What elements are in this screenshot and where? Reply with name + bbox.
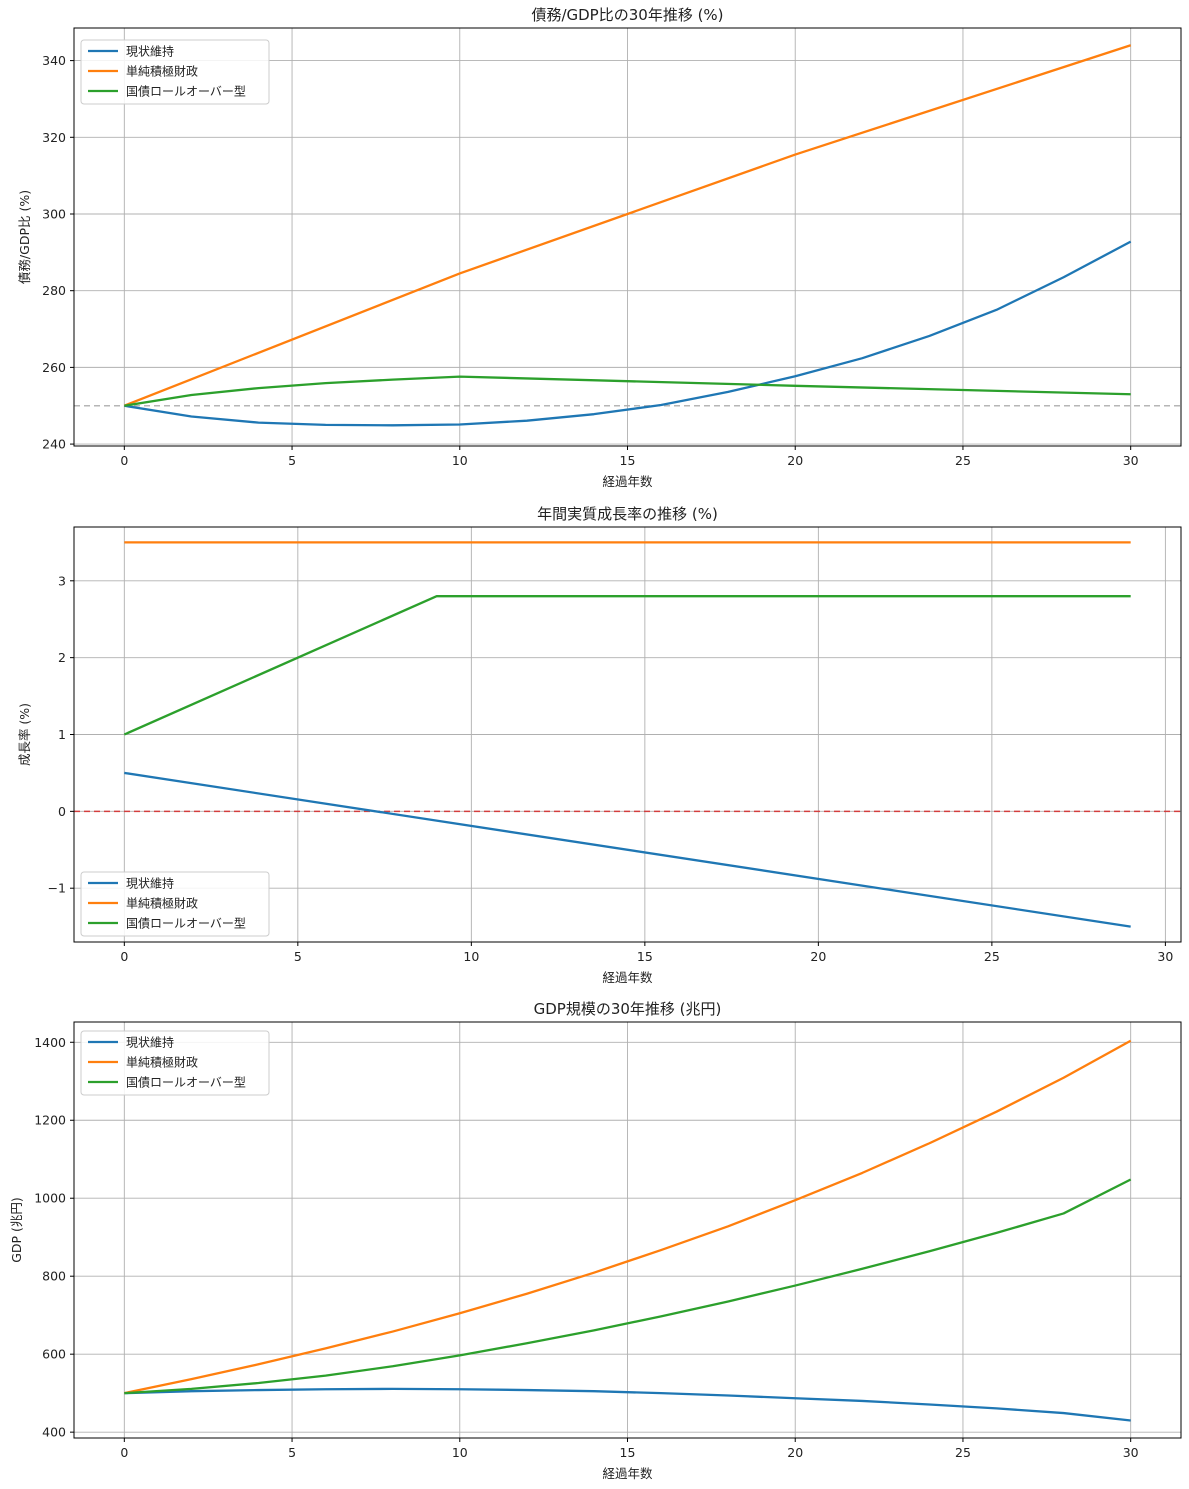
chart-title: 年間実質成長率の推移 (%) [537, 505, 718, 523]
x-tick-label: 10 [463, 949, 479, 964]
y-tick-label: 280 [42, 283, 66, 298]
x-tick-label: 15 [620, 1445, 636, 1460]
x-tick-label: 0 [120, 1445, 128, 1460]
x-axis-label: 経過年数 [602, 1466, 653, 1481]
y-tick-label: 600 [42, 1347, 66, 1362]
legend-entry-3: 国債ロールオーバー型 [126, 916, 246, 931]
legend-entry-1: 現状維持 [126, 44, 174, 59]
y-tick-label: 240 [42, 437, 66, 452]
series-line-2 [123, 44, 1132, 407]
chart-title: 債務/GDP比の30年推移 (%) [531, 6, 723, 24]
series-line-2 [124, 1039, 1132, 1395]
y-axis-label: 成長率 (%) [17, 703, 32, 766]
y-tick-label: 3 [58, 573, 66, 588]
y-tick-label: 0 [58, 804, 66, 819]
legend-box [80, 39, 270, 105]
series-line-3 [123, 595, 1131, 736]
x-tick-label: 5 [294, 949, 302, 964]
legend-entry-2: 単純積極財政 [126, 64, 198, 79]
y-tick-label: 1 [58, 727, 66, 742]
legend-entry-2: 単純積極財政 [126, 896, 198, 911]
chart-panel-3: 0 5 10 15 20 25 30 400 600 800 1000 1200 1400 GDP規模の3… [9, 1000, 1182, 1481]
x-tick-label: 20 [787, 453, 803, 468]
chart-panel-1: 0 5 10 15 20 25 30 240 260 280 300 320 340 債務/GDP比の30… [17, 6, 1182, 489]
x-tick-label: 0 [120, 949, 128, 964]
chart-panel-2: 0 5 10 15 20 25 30 −1 0 1 2 3 年間実質成長率の推移 (%) 経過年数 成長率 … [17, 505, 1182, 985]
y-tick-label: 2 [58, 650, 66, 665]
legend-entry-1: 現状維持 [126, 1035, 174, 1050]
y-tick-label: 320 [42, 130, 66, 145]
legend-box [80, 1030, 270, 1096]
x-axis-label: 経過年数 [602, 970, 653, 985]
y-tick-label: 260 [42, 360, 66, 375]
x-tick-label: 25 [955, 453, 971, 468]
x-tick-label: 0 [120, 453, 128, 468]
y-tick-label: 400 [42, 1425, 66, 1440]
legend-box [80, 871, 270, 937]
x-tick-label: 25 [955, 1445, 971, 1460]
x-tick-label: 30 [1157, 949, 1173, 964]
series-line-1 [124, 240, 1132, 427]
y-tick-label: 1400 [34, 1035, 66, 1050]
x-tick-label: 30 [1123, 1445, 1139, 1460]
y-tick-label: 800 [42, 1269, 66, 1284]
x-tick-label: 5 [288, 453, 296, 468]
y-axis-label: 債務/GDP比 (%) [17, 190, 32, 284]
x-tick-label: 5 [288, 1445, 296, 1460]
series-line-3 [124, 1178, 1132, 1395]
x-axis-label: 経過年数 [602, 474, 653, 489]
y-tick-label: −1 [48, 881, 66, 896]
x-tick-label: 15 [620, 453, 636, 468]
y-tick-label: 300 [42, 206, 66, 221]
x-tick-label: 30 [1123, 453, 1139, 468]
x-tick-label: 25 [984, 949, 1000, 964]
y-tick-label: 340 [42, 53, 66, 68]
legend-entry-2: 単純積極財政 [126, 1055, 198, 1070]
y-axis-label: GDP (兆円) [9, 1197, 24, 1263]
series-line-1 [124, 1387, 1131, 1422]
x-tick-label: 20 [787, 1445, 803, 1460]
legend-entry-3: 国債ロールオーバー型 [126, 84, 246, 99]
legend-entry-1: 現状維持 [126, 876, 174, 891]
x-tick-label: 10 [452, 1445, 468, 1460]
series-line-1 [124, 771, 1131, 928]
chart-title: GDP規模の30年推移 (兆円) [534, 1000, 722, 1018]
legend-entry-3: 国債ロールオーバー型 [126, 1075, 246, 1090]
x-tick-label: 15 [637, 949, 653, 964]
x-tick-label: 20 [810, 949, 826, 964]
y-tick-label: 1000 [34, 1191, 66, 1206]
series-line-3 [124, 375, 1131, 407]
y-tick-label: 1200 [34, 1113, 66, 1128]
x-tick-label: 10 [452, 453, 468, 468]
